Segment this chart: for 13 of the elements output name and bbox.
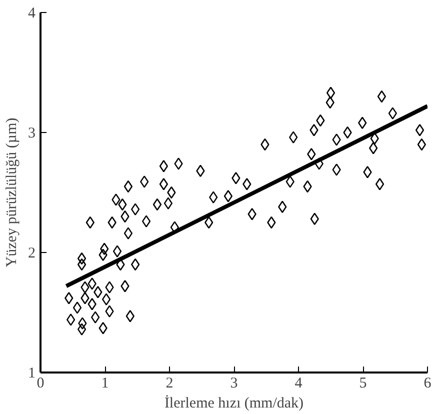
x-tick-label: 6 <box>424 376 432 392</box>
x-tick-label: 4 <box>294 376 303 392</box>
x-tick-label: 3 <box>230 376 238 392</box>
y-tick-label: 1 <box>28 366 36 382</box>
x-tick-label: 1 <box>101 376 109 392</box>
x-tick-label: 2 <box>166 376 174 392</box>
y-tick-label: 3 <box>28 126 36 142</box>
x-tick-label: 5 <box>359 376 367 392</box>
y-tick-label: 4 <box>28 6 36 22</box>
x-axis-title: İlerleme hızı (mm/dak) <box>164 394 304 412</box>
x-tick-label: 0 <box>36 376 44 392</box>
y-tick-label: 2 <box>28 246 36 262</box>
y-axis-title: Yüzey pürüzlülüğü (µm) <box>4 118 20 268</box>
